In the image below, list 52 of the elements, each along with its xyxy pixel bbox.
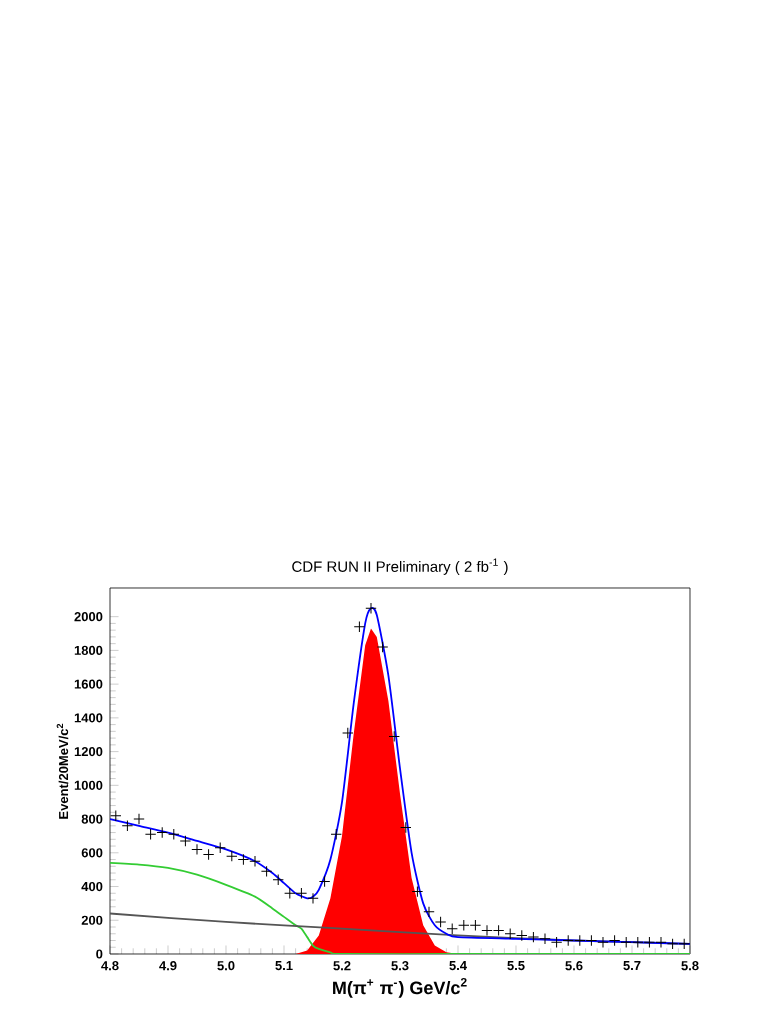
point bbox=[376, 641, 389, 653]
point bbox=[516, 929, 528, 942]
point bbox=[388, 730, 400, 743]
point bbox=[504, 928, 516, 940]
point bbox=[168, 828, 180, 840]
point bbox=[527, 931, 540, 943]
line-series bbox=[110, 607, 690, 945]
point bbox=[481, 924, 493, 937]
point bbox=[655, 936, 667, 948]
point bbox=[133, 813, 145, 825]
point bbox=[620, 936, 632, 948]
x-axis-title: M(π$^{+}$ π$^{-}$) GeV/c$^{2}$ bbox=[333, 978, 467, 998]
point bbox=[574, 934, 586, 947]
point bbox=[400, 821, 412, 834]
point bbox=[237, 853, 250, 866]
point bbox=[539, 933, 551, 945]
point bbox=[260, 865, 273, 878]
point bbox=[434, 916, 447, 928]
point bbox=[678, 938, 690, 950]
point bbox=[458, 919, 470, 932]
point bbox=[666, 938, 679, 950]
point bbox=[423, 906, 435, 918]
point bbox=[121, 820, 134, 832]
point bbox=[411, 885, 424, 898]
point bbox=[249, 855, 261, 867]
point bbox=[492, 924, 505, 937]
point bbox=[562, 934, 574, 947]
point bbox=[446, 922, 458, 935]
point bbox=[110, 809, 122, 822]
point bbox=[597, 936, 609, 948]
point bbox=[284, 887, 296, 899]
point bbox=[144, 828, 157, 840]
point bbox=[608, 934, 621, 947]
point bbox=[342, 727, 354, 739]
point bbox=[643, 936, 656, 948]
point bbox=[330, 828, 342, 840]
point bbox=[295, 887, 308, 899]
point bbox=[307, 892, 319, 905]
point bbox=[365, 602, 377, 614]
point bbox=[179, 835, 192, 847]
point bbox=[214, 842, 226, 854]
point bbox=[469, 919, 482, 932]
point bbox=[202, 848, 215, 861]
point bbox=[318, 875, 331, 888]
point bbox=[191, 843, 203, 856]
point bbox=[550, 936, 563, 948]
point bbox=[226, 850, 238, 862]
point bbox=[585, 934, 598, 947]
point bbox=[353, 621, 366, 633]
point bbox=[272, 874, 284, 886]
point bbox=[156, 826, 168, 839]
point bbox=[632, 936, 644, 948]
